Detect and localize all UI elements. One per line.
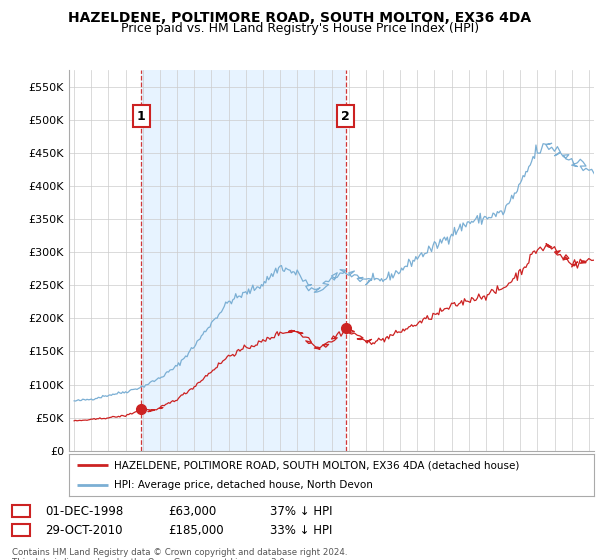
Text: 1: 1	[17, 505, 25, 518]
Text: Contains HM Land Registry data © Crown copyright and database right 2024.
This d: Contains HM Land Registry data © Crown c…	[12, 548, 347, 560]
Bar	[142, 70, 346, 451]
Text: 33% ↓ HPI: 33% ↓ HPI	[270, 524, 332, 537]
Text: HAZELDENE, POLTIMORE ROAD, SOUTH MOLTON, EX36 4DA (detached house): HAZELDENE, POLTIMORE ROAD, SOUTH MOLTON,…	[113, 460, 519, 470]
Text: 01-DEC-1998: 01-DEC-1998	[45, 505, 123, 518]
Text: Price paid vs. HM Land Registry's House Price Index (HPI): Price paid vs. HM Land Registry's House …	[121, 22, 479, 35]
Text: £185,000: £185,000	[168, 524, 224, 537]
Text: £63,000: £63,000	[168, 505, 216, 518]
Text: 29-OCT-2010: 29-OCT-2010	[45, 524, 122, 537]
Text: 37% ↓ HPI: 37% ↓ HPI	[270, 505, 332, 518]
Text: 1: 1	[137, 110, 146, 123]
Text: 2: 2	[17, 524, 25, 537]
Text: HAZELDENE, POLTIMORE ROAD, SOUTH MOLTON, EX36 4DA: HAZELDENE, POLTIMORE ROAD, SOUTH MOLTON,…	[68, 11, 532, 25]
Text: HPI: Average price, detached house, North Devon: HPI: Average price, detached house, Nort…	[113, 480, 373, 490]
Text: 2: 2	[341, 110, 350, 123]
